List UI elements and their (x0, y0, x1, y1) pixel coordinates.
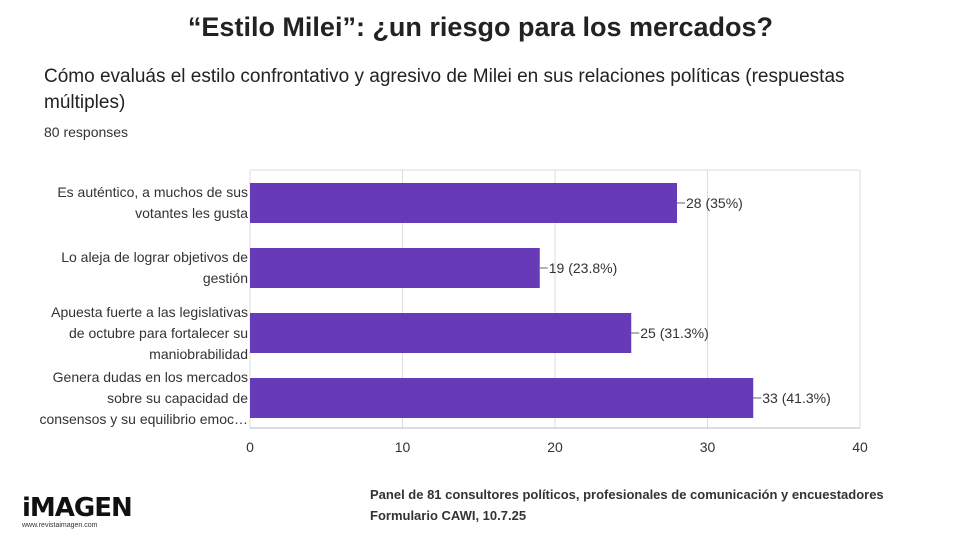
response-count: 80 responses (44, 124, 129, 140)
category-label-line: gestión (202, 270, 248, 286)
category-label-line: consensos y su equilibrio emoc… (39, 410, 248, 427)
category-label-line: Apuesta fuerte a las legislativas (51, 303, 248, 320)
x-tick-label: 10 (395, 439, 411, 455)
category-label-line: maniobrabilidad (149, 345, 248, 362)
category-label-line: Genera dudas en los mercados (52, 368, 248, 385)
bar-1 (250, 248, 540, 288)
category-label: Apuesta fuerte a las legislativas de octu… (12, 302, 248, 365)
bar-0 (250, 183, 677, 223)
category-label-line: votantes les gusta (135, 205, 248, 221)
category-label-line: Lo aleja de lograr objetivos de (61, 249, 248, 265)
form-date: Formulario CAWI, 10.7.25 (370, 508, 527, 523)
brand-logo: iMAGEN (22, 493, 133, 523)
data-label: 33 (41.3%) (762, 390, 830, 406)
panel-description: Panel de 81 consultores políticos, profe… (370, 487, 884, 502)
category-label: Genera dudas en los mercados sobre su cap… (12, 367, 248, 430)
x-tick-label: 20 (547, 439, 563, 455)
x-tick-label: 30 (700, 439, 716, 455)
panel-note: Panel de 81 consultores políticos, profe… (370, 484, 884, 526)
category-label-line: de octubre para fortalecer su (69, 324, 248, 341)
brand-website: www.revistaimagen.com (22, 522, 98, 529)
survey-question: Cómo evaluás el estilo confrontativo y a… (44, 66, 845, 113)
data-label: 19 (23.8%) (549, 260, 617, 276)
bar-2 (250, 313, 632, 353)
category-label-line: Es auténtico, a muchos de sus (57, 184, 248, 200)
category-label: Lo aleja de lograr objetivos de gestión (12, 247, 248, 289)
x-tick-label: 40 (852, 439, 868, 455)
data-label: 28 (35%) (686, 195, 743, 211)
category-label-line: sobre su capacidad de (107, 389, 248, 406)
x-tick-label: 0 (246, 439, 254, 455)
chart-title: “Estilo Milei”: ¿un riesgo para los merc… (187, 12, 774, 42)
data-label: 25 (31.3%) (640, 325, 708, 341)
bar-chart: 0 10 20 30 40 28 (35%) 19 (23.8%) 25 (31.3%) 33 … (246, 169, 868, 455)
category-label: Es auténtico, a muchos de sus votantes le… (12, 182, 248, 224)
bar-3 (250, 378, 754, 418)
